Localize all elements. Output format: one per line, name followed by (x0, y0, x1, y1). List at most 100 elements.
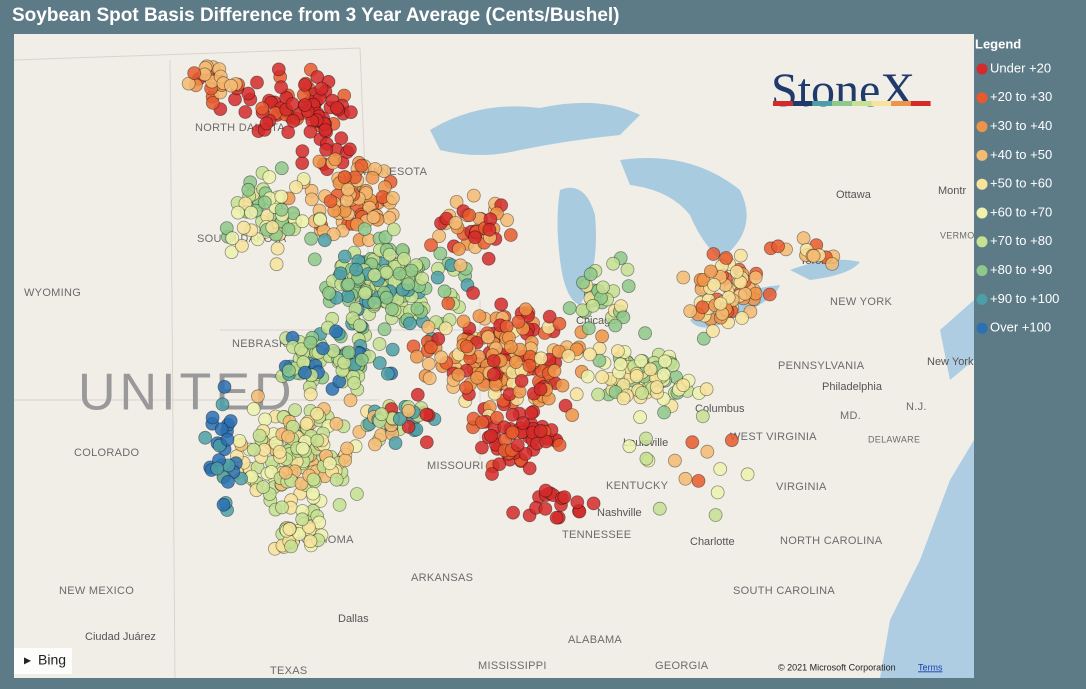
basis-point (328, 324, 343, 339)
basis-point (392, 412, 407, 426)
basis-point (258, 412, 273, 427)
basis-point (576, 275, 590, 290)
basis-point (438, 321, 453, 336)
basis-point (278, 465, 293, 480)
basis-point (388, 436, 403, 451)
state-label: ARKANSAS (411, 572, 473, 584)
basis-point (270, 241, 285, 256)
state-label: SOUTH CAROLINA (733, 585, 835, 597)
basis-point (486, 367, 501, 382)
basis-point (561, 349, 576, 363)
basis-point (658, 354, 672, 369)
state-label: TENNESSEE (562, 529, 631, 541)
basis-point (385, 191, 400, 205)
basis-point (332, 497, 347, 512)
basis-point (310, 70, 325, 84)
basis-point (533, 424, 548, 439)
basis-point (314, 81, 329, 96)
basis-point (596, 280, 610, 295)
basis-point (315, 341, 330, 356)
logo-bar-segment (851, 101, 872, 106)
basis-point (402, 316, 417, 331)
basis-point (299, 416, 314, 431)
basis-point (401, 419, 416, 434)
basis-point (252, 428, 267, 443)
basis-point (259, 116, 274, 131)
basis-point (231, 205, 245, 220)
legend-swatch (976, 322, 988, 334)
basis-point (224, 78, 238, 93)
logo-bar-segment (910, 101, 931, 106)
basis-point (691, 473, 706, 488)
basis-point (250, 389, 265, 404)
basis-point (707, 277, 721, 292)
state-label: MISSISSIPPI (478, 660, 547, 672)
basis-point (538, 501, 553, 516)
basis-point (616, 310, 631, 325)
basis-point (281, 429, 296, 444)
legend-swatch (976, 63, 988, 75)
state-label: KENTUCKY (606, 480, 669, 492)
basis-point (467, 230, 482, 245)
basis-point (397, 252, 411, 266)
basis-point (319, 142, 334, 157)
basis-point (220, 432, 235, 447)
ocean (940, 300, 974, 380)
basis-point (580, 369, 595, 384)
basis-point (380, 366, 395, 381)
basis-point (432, 229, 447, 244)
city-label: Ottawa (836, 189, 872, 201)
terms-link[interactable]: Terms (918, 662, 943, 672)
basis-point (372, 337, 387, 351)
basis-point (221, 474, 235, 489)
basis-point (365, 170, 380, 185)
city-label: New York (927, 356, 974, 368)
basis-point (379, 265, 394, 280)
basis-point (583, 267, 598, 282)
state-label: VIRGINIA (776, 481, 827, 493)
basis-point (696, 331, 711, 346)
basis-point (285, 97, 300, 111)
basis-point (404, 263, 419, 278)
legend-swatch (976, 293, 988, 305)
basis-point (392, 266, 407, 281)
basis-point (294, 342, 309, 357)
basis-point (374, 407, 389, 422)
basis-point (298, 365, 312, 380)
basis-point (264, 465, 279, 479)
basis-point (205, 410, 220, 425)
basis-point (422, 371, 437, 386)
basis-point (683, 304, 698, 319)
basis-point (337, 249, 352, 264)
basis-point (699, 382, 714, 397)
basis-point (456, 314, 471, 329)
basis-point (481, 251, 496, 266)
basis-point (313, 212, 327, 227)
basis-point (704, 264, 718, 279)
basis-point (219, 221, 234, 236)
basis-point (678, 471, 693, 486)
basis-point (286, 114, 301, 128)
basis-point (695, 409, 710, 424)
basis-point (409, 349, 424, 364)
basis-point (706, 247, 721, 261)
basis-point (341, 277, 356, 292)
state-label: DELAWARE (868, 434, 920, 444)
basis-point (318, 123, 333, 138)
basis-point (706, 324, 720, 338)
state-label: TEXAS (270, 665, 308, 677)
basis-point (518, 446, 533, 461)
basis-point (643, 362, 658, 377)
basis-point (533, 382, 548, 397)
basis-point (466, 188, 481, 203)
basis-point (340, 441, 355, 456)
basis-point (552, 316, 567, 331)
basis-point (274, 202, 289, 217)
basis-point (608, 318, 623, 333)
basis-point (288, 403, 303, 418)
basis-point (516, 416, 530, 431)
basis-point (257, 195, 272, 210)
basis-point (451, 242, 466, 256)
city-label: Ciudad Juárez (85, 631, 156, 643)
basis-point (700, 444, 715, 459)
